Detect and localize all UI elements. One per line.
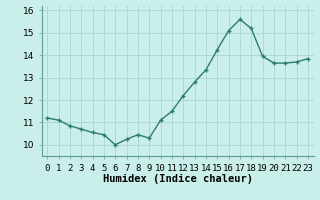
X-axis label: Humidex (Indice chaleur): Humidex (Indice chaleur) — [103, 174, 252, 184]
